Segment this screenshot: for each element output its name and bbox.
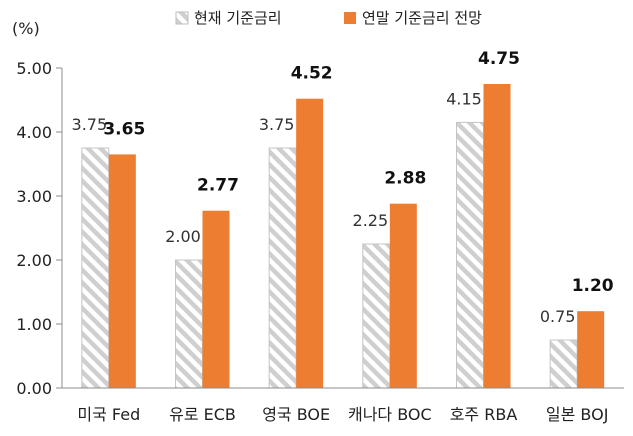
bar-current: [81, 147, 110, 389]
category-label: 영국 BOE: [262, 405, 330, 424]
y-tick-label: 0.00: [16, 379, 52, 398]
value-label-forecast: 4.75: [478, 49, 520, 69]
value-labels-group: 3.753.652.002.773.754.522.252.884.154.75…: [72, 49, 614, 326]
y-tick-label: 5.00: [16, 59, 52, 78]
y-axis-unit-label: (%): [12, 19, 40, 38]
legend-swatch-forecast: [344, 12, 356, 24]
y-tick-label: 3.00: [16, 187, 52, 206]
value-label-current: 4.15: [446, 89, 482, 108]
bar-forecast: [202, 210, 230, 388]
value-label-current: 2.25: [353, 211, 389, 230]
bar-forecast: [296, 98, 324, 388]
category-label: 미국 Fed: [77, 405, 140, 424]
bar-current: [456, 121, 484, 389]
y-tick-label: 4.00: [16, 123, 52, 142]
bars-group: [81, 84, 605, 389]
bar-current: [362, 243, 391, 389]
bar-forecast: [577, 311, 605, 388]
legend-label-current: 현재 기준금리: [194, 9, 282, 27]
value-label-current: 0.75: [540, 307, 576, 326]
category-label: 캐나다 BOC: [348, 405, 432, 424]
category-label: 유로 ECB: [169, 405, 236, 424]
category-label: 일본 BOJ: [546, 405, 609, 424]
bar-forecast: [108, 154, 136, 388]
y-axis: 0.00 1.00 2.00 3.00 4.00 5.00: [16, 59, 63, 398]
y-tick-label: 2.00: [16, 251, 52, 270]
legend-label-forecast: 연말 기준금리 전망: [362, 9, 482, 27]
chart-legend: 현재 기준금리 연말 기준금리 전망: [175, 9, 482, 27]
bar-forecast: [389, 203, 417, 388]
value-label-current: 2.00: [165, 227, 201, 246]
value-label-forecast: 4.52: [291, 64, 333, 84]
value-label-current: 3.75: [259, 115, 295, 134]
bar-current: [268, 147, 297, 389]
category-labels-group: 미국 Fed 유로 ECB 영국 BOE 캐나다 BOC 호주 RBA 일본 BOJ: [77, 405, 608, 424]
bar-current: [175, 259, 203, 389]
value-label-current: 3.75: [72, 115, 108, 134]
bar-current: [549, 339, 578, 389]
bar-forecast: [483, 84, 511, 388]
y-tick-label: 1.00: [16, 315, 52, 334]
value-label-forecast: 3.65: [103, 119, 145, 139]
category-label: 호주 RBA: [450, 405, 518, 424]
value-label-forecast: 2.77: [197, 176, 239, 196]
value-label-forecast: 2.88: [384, 169, 426, 189]
value-label-forecast: 1.20: [572, 276, 614, 296]
legend-swatch-current: [175, 11, 189, 25]
